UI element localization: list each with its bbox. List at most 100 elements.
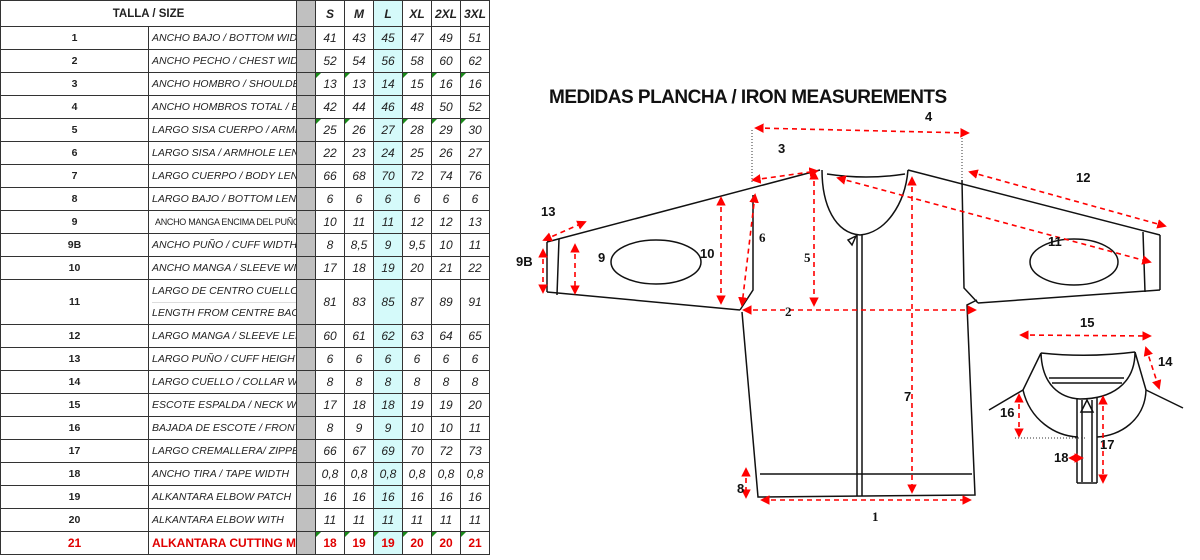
value-xl: 70 bbox=[402, 439, 432, 463]
row-label: ALKANTARA CUTTING MEASUREMENT bbox=[148, 531, 297, 555]
row-number: 16 bbox=[0, 416, 149, 440]
right-elbow-patch bbox=[1029, 238, 1119, 286]
row-label: LARGO SISA CUERPO / ARMHOLE LENGTH FRONT bbox=[148, 118, 297, 142]
row-label: ANCHO HOMBROS TOTAL / BACK WIDTH bbox=[148, 95, 297, 119]
measure-arrow-14 bbox=[1143, 346, 1162, 390]
value-2xl: 16 bbox=[431, 72, 461, 96]
value-l: 9 bbox=[373, 416, 403, 440]
value-l: 85 bbox=[373, 279, 403, 325]
row-number: 19 bbox=[0, 485, 149, 509]
gap-cell bbox=[296, 164, 316, 188]
row-label: LARGO CUELLO / COLLAR WIDTH bbox=[148, 370, 297, 394]
value-xl: 20 bbox=[402, 531, 432, 555]
gap-cell bbox=[296, 187, 316, 211]
gap-cell bbox=[296, 370, 316, 394]
measure-arrow-15 bbox=[1019, 330, 1152, 341]
value-xl: 6 bbox=[402, 347, 432, 371]
diagram-title: MEDIDAS PLANCHA / IRON MEASUREMENTS bbox=[549, 87, 947, 108]
label-11: 11 bbox=[1048, 234, 1062, 249]
value-3xl: 62 bbox=[460, 49, 490, 73]
value-m: 11 bbox=[344, 508, 374, 532]
size-header-l: L bbox=[373, 0, 403, 27]
left-elbow-patch bbox=[610, 239, 702, 285]
measure-arrow-3 bbox=[751, 167, 819, 184]
value-l: 70 bbox=[373, 164, 403, 188]
label-2: 2 bbox=[785, 304, 792, 319]
value-s: 13 bbox=[315, 72, 345, 96]
value-l: 46 bbox=[373, 95, 403, 119]
table-row: 1 ANCHO BAJO / BOTTOM WIDTH 41 43 45 47 49 51 bbox=[0, 26, 490, 50]
gap-cell bbox=[296, 531, 316, 555]
row-number: 4 bbox=[0, 95, 149, 119]
label-6: 6 bbox=[759, 230, 766, 245]
row-label: LARGO MANGA / SLEEVE LENGTH bbox=[148, 324, 297, 348]
measurement-labels: 1 2 3 4 5 6 7 8 9 9B 10 11 12 13 14 15 1… bbox=[516, 109, 1173, 524]
collar-detail-outline bbox=[988, 351, 1184, 484]
label-15: 15 bbox=[1080, 315, 1094, 330]
value-2xl: 10 bbox=[431, 416, 461, 440]
measure-arrow-4 bbox=[754, 123, 970, 138]
value-m: 8,5 bbox=[344, 233, 374, 257]
value-3xl: 76 bbox=[460, 164, 490, 188]
gap-cell bbox=[296, 508, 316, 532]
value-s: 6 bbox=[315, 187, 345, 211]
value-2xl: 16 bbox=[431, 485, 461, 509]
label-8: 8 bbox=[737, 481, 744, 496]
value-l: 8 bbox=[373, 370, 403, 394]
value-xl: 8 bbox=[402, 370, 432, 394]
value-2xl: 20 bbox=[431, 531, 461, 555]
value-xl: 47 bbox=[402, 26, 432, 50]
value-3xl: 11 bbox=[460, 416, 490, 440]
table-row: 19 ALKANTARA ELBOW PATCH 16 16 16 16 16 16 bbox=[0, 485, 490, 509]
row-number: 11 bbox=[0, 279, 149, 325]
value-l: 19 bbox=[373, 256, 403, 280]
label-4: 4 bbox=[925, 109, 933, 124]
value-m: 6 bbox=[344, 187, 374, 211]
label-5: 5 bbox=[804, 250, 811, 265]
label-13: 13 bbox=[541, 204, 555, 219]
value-2xl: 6 bbox=[431, 187, 461, 211]
value-3xl: 91 bbox=[460, 279, 490, 325]
label-14: 14 bbox=[1158, 354, 1173, 369]
value-2xl: 21 bbox=[431, 256, 461, 280]
row-label: ANCHO HOMBRO / SHOULDER WIDTH bbox=[148, 72, 297, 96]
row-label: ANCHO PUÑO / CUFF WIDTH bbox=[148, 233, 297, 257]
value-l: 6 bbox=[373, 187, 403, 211]
measure-arrow-6 bbox=[738, 193, 759, 307]
label-12: 12 bbox=[1076, 170, 1090, 185]
value-s: 18 bbox=[315, 531, 345, 555]
value-m: 67 bbox=[344, 439, 374, 463]
value-s: 60 bbox=[315, 324, 345, 348]
value-m: 54 bbox=[344, 49, 374, 73]
jacket-outline bbox=[546, 130, 1161, 498]
value-l: 0,8 bbox=[373, 462, 403, 486]
value-m: 43 bbox=[344, 26, 374, 50]
table-header-row: TALLA / SIZE S M L XL 2XL 3XL bbox=[0, 0, 490, 27]
label-17: 17 bbox=[1100, 437, 1114, 452]
row-label: ESCOTE ESPALDA / NECK WIDTH bbox=[148, 393, 297, 417]
gap-cell bbox=[296, 439, 316, 463]
table-row: 9B ANCHO PUÑO / CUFF WIDTH 8 8,5 9 9,5 10 11 bbox=[0, 233, 490, 257]
size-chart-table: TALLA / SIZE S M L XL 2XL 3XL 1 ANCHO BAJ… bbox=[0, 0, 490, 555]
row-label: LARGO BAJO / BOTTOM LENGTH bbox=[148, 187, 297, 211]
value-l: 56 bbox=[373, 49, 403, 73]
value-l: 16 bbox=[373, 485, 403, 509]
value-s: 52 bbox=[315, 49, 345, 73]
value-s: 41 bbox=[315, 26, 345, 50]
value-3xl: 21 bbox=[460, 531, 490, 555]
value-3xl: 13 bbox=[460, 210, 490, 234]
value-3xl: 16 bbox=[460, 485, 490, 509]
value-3xl: 6 bbox=[460, 187, 490, 211]
value-3xl: 16 bbox=[460, 72, 490, 96]
label-9b: 9B bbox=[516, 254, 533, 269]
value-m: 19 bbox=[344, 531, 374, 555]
label-1: 1 bbox=[872, 509, 879, 524]
